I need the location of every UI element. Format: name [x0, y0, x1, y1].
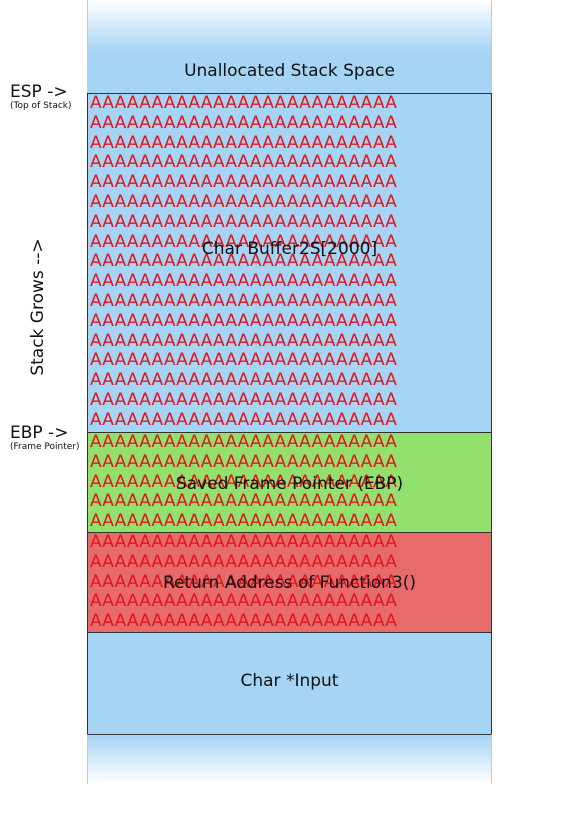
ebp-sublabel: (Frame Pointer): [10, 442, 80, 452]
buffer-overflow-fill: AAAAAAAAAAAAAAAAAAAAAAAAA AAAAAAAAAAAAAA…: [90, 94, 398, 430]
saved-frame-pointer-block: AAAAAAAAAAAAAAAAAAAAAAAAA AAAAAAAAAAAAAA…: [87, 432, 492, 532]
esp-sublabel: (Top of Stack): [10, 101, 72, 111]
ebp-overflow-fill: AAAAAAAAAAAAAAAAAAAAAAAAA AAAAAAAAAAAAAA…: [90, 433, 398, 532]
ebp-label: EBP ->: [10, 423, 69, 443]
char-buffer-block: AAAAAAAAAAAAAAAAAAAAAAAAA AAAAAAAAAAAAAA…: [87, 93, 492, 432]
return-address-label: Return Address of Function3(): [162, 573, 417, 593]
stack-bottom-fade: [87, 734, 492, 784]
esp-marker: ESP -> (Top of Stack): [10, 83, 72, 111]
unallocated-stack-label: Unallocated Stack Space: [184, 61, 395, 81]
stack-grows-label: Stack Grows -->: [28, 238, 48, 376]
return-overflow-fill: AAAAAAAAAAAAAAAAAAAAAAAAA AAAAAAAAAAAAAA…: [90, 533, 398, 632]
char-input-block: Char *Input: [87, 632, 492, 734]
return-address-block: AAAAAAAAAAAAAAAAAAAAAAAAA AAAAAAAAAAAAAA…: [87, 532, 492, 632]
unallocated-stack-block: Unallocated Stack Space: [87, 52, 492, 93]
ebp-marker: EBP -> (Frame Pointer): [10, 424, 80, 452]
saved-frame-pointer-label: Saved Frame Pointer (EBP): [175, 474, 404, 494]
char-buffer-label: Char Buffer2S[2000]: [201, 239, 378, 259]
char-input-label: Char *Input: [240, 671, 339, 691]
stack-top-fade: [87, 0, 492, 52]
esp-label: ESP ->: [10, 82, 68, 102]
